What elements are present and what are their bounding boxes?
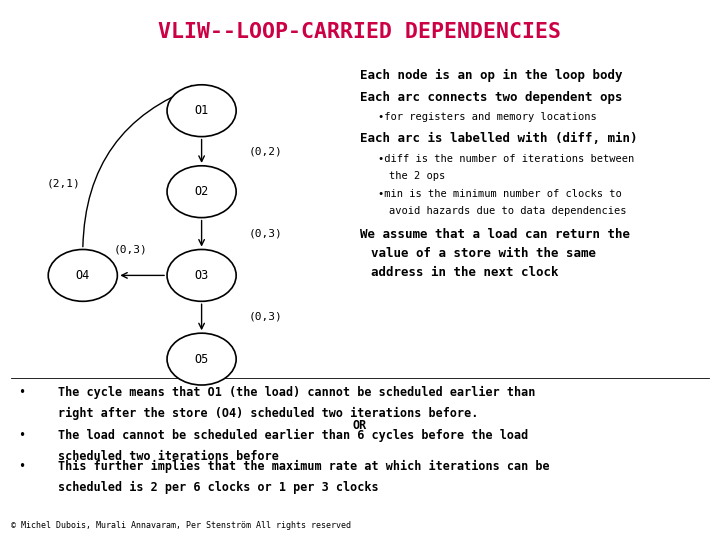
Text: © Michel Dubois, Murali Annavaram, Per Stenström All rights reserved: © Michel Dubois, Murali Annavaram, Per S… [11,521,351,530]
Text: (0,3): (0,3) [114,245,148,254]
Text: address in the next clock: address in the next clock [371,266,558,279]
Text: O5: O5 [194,353,209,366]
Text: value of a store with the same: value of a store with the same [371,247,596,260]
Text: This further implies that the maximum rate at which iterations can be: This further implies that the maximum ra… [58,460,549,473]
Text: OR: OR [353,419,367,432]
Text: O2: O2 [194,185,209,198]
Text: •: • [18,460,25,473]
Text: Each arc is labelled with (diff, min): Each arc is labelled with (diff, min) [360,132,637,145]
Text: •: • [18,429,25,442]
Text: (0,3): (0,3) [248,312,282,322]
Text: (0,3): (0,3) [248,228,282,238]
Text: avoid hazards due to data dependencies: avoid hazards due to data dependencies [389,206,626,216]
Circle shape [167,249,236,301]
Text: •diff is the number of iterations between: •diff is the number of iterations betwee… [378,154,634,164]
Text: •for registers and memory locations: •for registers and memory locations [378,112,597,122]
Text: VLIW--LOOP-CARRIED DEPENDENCIES: VLIW--LOOP-CARRIED DEPENDENCIES [158,22,562,42]
Circle shape [167,333,236,385]
Text: (2,1): (2,1) [47,179,81,188]
Text: O3: O3 [194,269,209,282]
Text: right after the store (O4) scheduled two iterations before.: right after the store (O4) scheduled two… [58,407,478,420]
Circle shape [167,166,236,218]
Text: scheduled is 2 per 6 clocks or 1 per 3 clocks: scheduled is 2 per 6 clocks or 1 per 3 c… [58,481,378,494]
Text: Each node is an op in the loop body: Each node is an op in the loop body [360,69,623,82]
Text: Each arc connects two dependent ops: Each arc connects two dependent ops [360,91,623,104]
Circle shape [48,249,117,301]
Circle shape [167,85,236,137]
Text: the 2 ops: the 2 ops [389,171,445,181]
Text: •min is the minimum number of clocks to: •min is the minimum number of clocks to [378,189,622,199]
Text: The load cannot be scheduled earlier than 6 cycles before the load: The load cannot be scheduled earlier tha… [58,429,528,442]
Text: (0,2): (0,2) [248,146,282,156]
Text: •: • [18,386,25,399]
Text: The cycle means that O1 (the load) cannot be scheduled earlier than: The cycle means that O1 (the load) canno… [58,386,535,399]
Text: We assume that a load can return the: We assume that a load can return the [360,228,630,241]
Text: O4: O4 [76,269,90,282]
Text: scheduled two iterations before: scheduled two iterations before [58,450,279,463]
Text: O1: O1 [194,104,209,117]
